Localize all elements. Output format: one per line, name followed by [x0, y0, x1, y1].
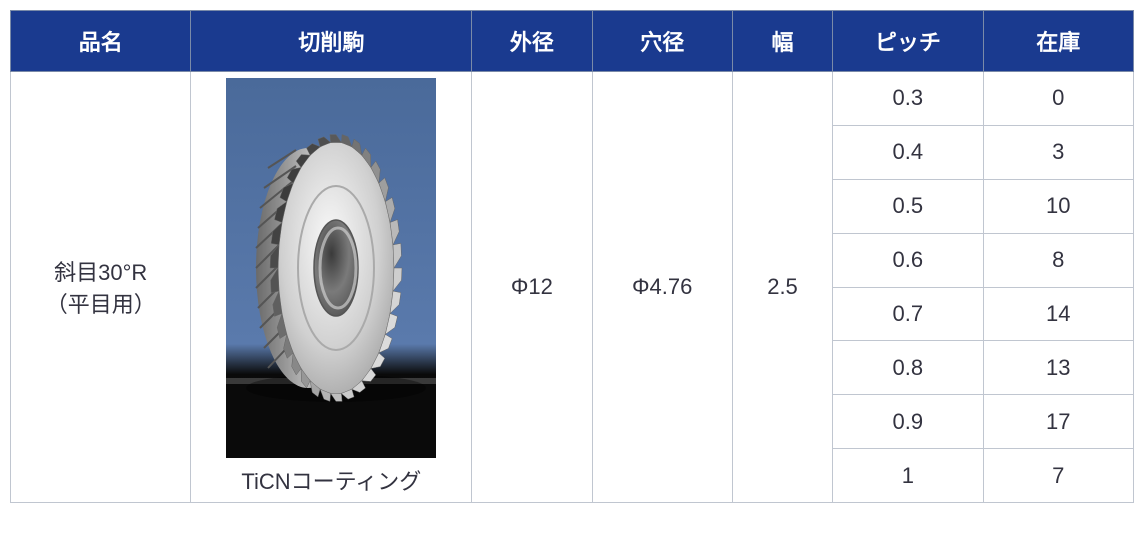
pitch-cell: 0.5 [833, 179, 983, 233]
stock-cell: 14 [983, 287, 1133, 341]
pitch-cell: 1 [833, 449, 983, 503]
product-name-cell: 斜目30°R （平目用） [11, 72, 191, 503]
header-outer: 外径 [472, 11, 592, 72]
hole-diameter-cell: Φ4.76 [592, 72, 732, 503]
stock-cell: 10 [983, 179, 1133, 233]
product-name-line2: （平目用） [46, 292, 156, 317]
header-image: 切削駒 [191, 11, 472, 72]
stock-cell: 13 [983, 341, 1133, 395]
header-pitch: ピッチ [833, 11, 983, 72]
pitch-cell: 0.6 [833, 233, 983, 287]
header-stock: 在庫 [983, 11, 1133, 72]
pitch-cell: 0.9 [833, 395, 983, 449]
header-hole: 穴径 [592, 11, 732, 72]
table-row: 斜目30°R （平目用） [11, 72, 1134, 126]
product-name-line1: 斜目30°R [54, 260, 147, 285]
product-image-cell: TiCNコーティング [191, 72, 472, 503]
product-image-caption: TiCNコーティング [197, 464, 465, 496]
stock-cell: 8 [983, 233, 1133, 287]
stock-cell: 0 [983, 72, 1133, 126]
header-width: 幅 [732, 11, 832, 72]
stock-cell: 3 [983, 125, 1133, 179]
pitch-cell: 0.4 [833, 125, 983, 179]
header-row: 品名 切削駒 外径 穴径 幅 ピッチ 在庫 [11, 11, 1134, 72]
header-name: 品名 [11, 11, 191, 72]
product-table-container: 品名 切削駒 外径 穴径 幅 ピッチ 在庫 斜目30°R （平目用） [10, 10, 1134, 503]
pitch-cell: 0.3 [833, 72, 983, 126]
outer-diameter-cell: Φ12 [472, 72, 592, 503]
knurl-wheel-image [226, 78, 436, 458]
width-cell: 2.5 [732, 72, 832, 503]
stock-cell: 7 [983, 449, 1133, 503]
stock-cell: 17 [983, 395, 1133, 449]
pitch-cell: 0.7 [833, 287, 983, 341]
pitch-cell: 0.8 [833, 341, 983, 395]
product-table: 品名 切削駒 外径 穴径 幅 ピッチ 在庫 斜目30°R （平目用） [10, 10, 1134, 503]
